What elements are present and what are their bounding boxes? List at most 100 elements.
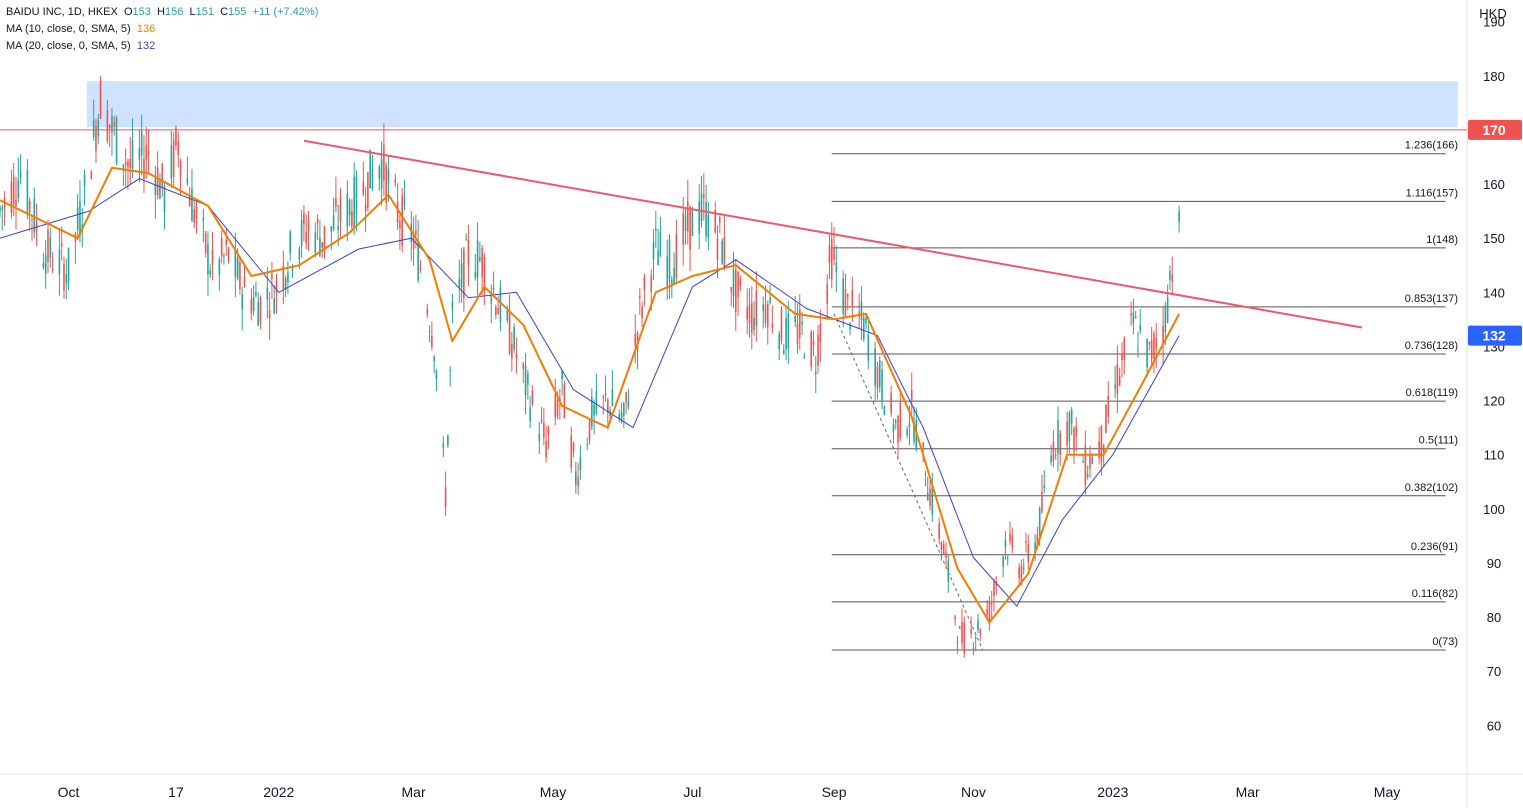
candle-body — [1098, 441, 1100, 459]
symbol-row[interactable]: BAIDU INC, 1D, HKEX O153 H156 L151 C155 … — [6, 6, 319, 18]
candle-body — [623, 403, 625, 416]
candle-body — [732, 269, 735, 296]
time-tick-label: Jul — [683, 784, 701, 800]
price-tick-label: 190 — [1483, 15, 1505, 30]
candle-body — [465, 239, 467, 241]
candle-body — [883, 406, 886, 415]
candle-body — [1050, 455, 1052, 463]
candle-body — [586, 444, 589, 446]
candle-body — [154, 177, 157, 195]
candle-body — [970, 629, 972, 634]
candle-body — [415, 230, 417, 235]
candle-body — [387, 169, 390, 183]
candle-body — [332, 215, 335, 230]
currency-label: HKD — [1479, 6, 1506, 21]
candle-body — [721, 240, 723, 264]
time-tick-label: 17 — [168, 784, 184, 800]
candle-body — [113, 122, 116, 127]
candle-body — [431, 335, 433, 347]
candle-body — [1091, 457, 1094, 465]
symbol-title: BAIDU INC, 1D, HKEX — [6, 6, 118, 18]
ma20-line — [0, 178, 1180, 607]
candle-body — [28, 200, 31, 213]
candle-body — [577, 476, 579, 487]
candle-body — [394, 179, 397, 184]
time-tick-label: 2023 — [1097, 784, 1128, 800]
candle-body — [1134, 316, 1137, 319]
candle-body — [1164, 305, 1167, 333]
candle-body — [401, 195, 403, 246]
candle-body — [273, 298, 276, 313]
candle-body — [367, 172, 369, 208]
candle-body — [499, 287, 502, 323]
candle-body — [383, 144, 385, 181]
candle-body — [961, 621, 963, 644]
candle-body — [817, 334, 819, 366]
candle-body — [435, 370, 438, 380]
candle-body — [716, 238, 719, 260]
price-tick-label: 100 — [1483, 502, 1505, 517]
candle-body — [483, 257, 486, 292]
candle-body — [531, 390, 534, 404]
candle-body — [1121, 354, 1123, 360]
candle-body — [1150, 339, 1153, 360]
candle-body — [737, 271, 739, 298]
candle-body — [826, 284, 828, 304]
candle-body — [540, 419, 543, 422]
candle-body — [897, 416, 899, 444]
candle-body — [780, 308, 783, 342]
candle-body — [1084, 445, 1087, 485]
candle-body — [209, 270, 212, 275]
candle-body — [545, 441, 547, 458]
ma10-legend[interactable]: MA (10, close, 0, SMA, 5) 136 — [6, 21, 318, 38]
candle-body — [19, 170, 22, 178]
candle-body — [810, 331, 812, 367]
candle-body — [890, 392, 892, 413]
candle-body — [42, 263, 45, 268]
resistance-price-badge — [1468, 119, 1522, 140]
candle-body — [700, 193, 703, 222]
candle-body — [652, 241, 655, 260]
candle-body — [657, 250, 659, 266]
candle-body — [335, 198, 337, 207]
candle-body — [351, 211, 353, 227]
candle-body — [1070, 410, 1073, 424]
candle-body — [556, 399, 559, 416]
candle-body — [833, 246, 835, 260]
candle-body — [257, 302, 260, 327]
candle-body — [684, 214, 687, 231]
candle-body — [124, 161, 127, 166]
candle-body — [746, 307, 749, 320]
fib-level-label: 0.116(82) — [1412, 588, 1458, 600]
candle-body — [547, 427, 550, 435]
candle-body — [1100, 425, 1103, 463]
candle-body — [111, 116, 113, 133]
candle-body — [90, 171, 93, 180]
candle-body — [234, 249, 237, 277]
candle-body — [442, 443, 445, 449]
candle-body — [522, 363, 525, 369]
candle-body — [428, 331, 431, 333]
candle-body — [593, 404, 595, 416]
candle-body — [204, 232, 207, 253]
open-value: 153 — [132, 6, 151, 18]
candle-body — [673, 267, 675, 285]
candle-body — [0, 207, 1, 212]
ma20-legend[interactable]: MA (20, close, 0, SMA, 5) 132 — [6, 38, 318, 55]
descending-trendline — [303, 139, 1363, 329]
candle-body — [492, 288, 495, 290]
candle-body — [147, 151, 150, 155]
candle-body — [259, 297, 262, 323]
candle-body — [330, 226, 333, 232]
candle-body — [419, 268, 422, 270]
candle-body — [846, 294, 849, 298]
candle-body — [207, 244, 209, 275]
candle-body — [1022, 567, 1025, 570]
candle-body — [145, 145, 148, 160]
candle-body — [447, 435, 449, 446]
candle-body — [750, 302, 753, 333]
candle-body — [634, 333, 637, 346]
candle-body — [762, 304, 765, 311]
fib-level-label: 1(148) — [1426, 234, 1458, 246]
